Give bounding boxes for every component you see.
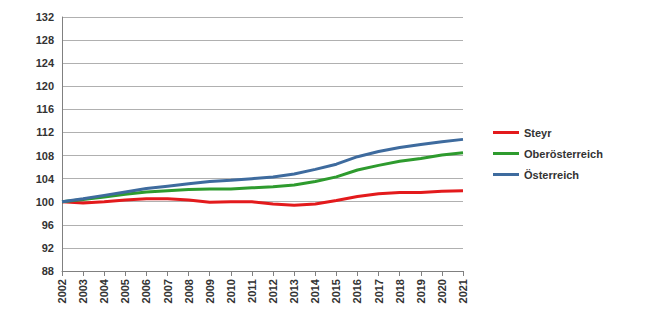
svg-text:100: 100 [36, 196, 54, 208]
svg-text:2019: 2019 [415, 279, 427, 303]
svg-text:2012: 2012 [267, 279, 279, 303]
svg-text:2007: 2007 [162, 279, 174, 303]
svg-text:2013: 2013 [288, 279, 300, 303]
svg-text:128: 128 [36, 34, 54, 46]
svg-text:2002: 2002 [56, 279, 68, 303]
svg-text:Steyr: Steyr [524, 127, 552, 139]
svg-text:2010: 2010 [225, 279, 237, 303]
svg-text:108: 108 [36, 150, 54, 162]
svg-text:2021: 2021 [457, 279, 469, 303]
svg-text:2017: 2017 [373, 279, 385, 303]
svg-text:2016: 2016 [351, 279, 363, 303]
svg-text:88: 88 [42, 265, 54, 277]
svg-text:2020: 2020 [436, 279, 448, 303]
svg-text:2008: 2008 [183, 279, 195, 303]
svg-text:2011: 2011 [246, 279, 258, 303]
svg-text:116: 116 [36, 103, 54, 115]
svg-text:Österreich: Österreich [524, 169, 579, 181]
svg-text:132: 132 [36, 11, 54, 23]
svg-text:120: 120 [36, 80, 54, 92]
svg-text:104: 104 [36, 173, 55, 185]
svg-text:2005: 2005 [119, 279, 131, 303]
svg-text:112: 112 [36, 126, 54, 138]
svg-text:92: 92 [42, 242, 54, 254]
svg-text:2014: 2014 [309, 278, 321, 303]
svg-text:124: 124 [36, 57, 55, 69]
svg-text:2006: 2006 [140, 279, 152, 303]
svg-text:2004: 2004 [98, 278, 110, 303]
svg-text:Oberösterreich: Oberösterreich [524, 148, 603, 160]
svg-text:2018: 2018 [394, 279, 406, 303]
svg-text:2009: 2009 [204, 279, 216, 303]
svg-text:96: 96 [42, 219, 54, 231]
svg-text:2015: 2015 [330, 279, 342, 303]
svg-text:2003: 2003 [77, 279, 89, 303]
